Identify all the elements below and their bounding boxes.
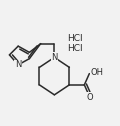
Text: HCl: HCl <box>67 34 82 43</box>
Text: OH: OH <box>91 68 104 77</box>
Text: O: O <box>86 93 93 102</box>
Text: HCl: HCl <box>67 44 82 53</box>
Text: N: N <box>15 60 21 69</box>
Text: N: N <box>51 53 58 62</box>
